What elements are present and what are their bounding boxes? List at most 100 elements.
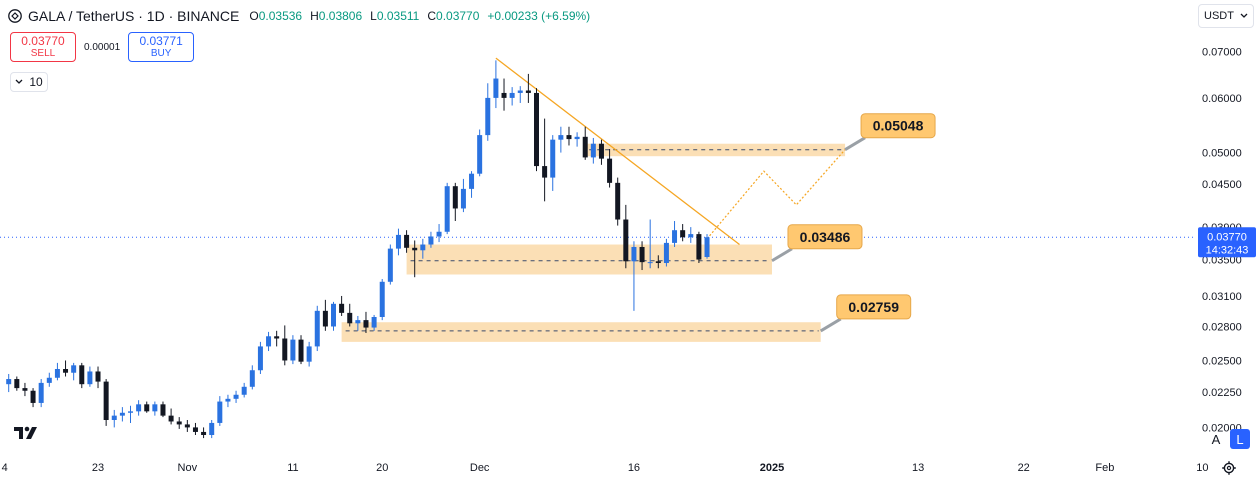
time-tick-label: 13 [912, 462, 924, 474]
candle-body [339, 303, 345, 313]
candle-body [404, 234, 410, 248]
candle-body [322, 310, 328, 327]
log-scale-button[interactable]: L [1230, 429, 1250, 449]
candle-body [428, 236, 434, 245]
low-key: L [370, 9, 377, 23]
buy-button[interactable]: 0.03771 BUY [128, 32, 195, 62]
candle-body [79, 365, 85, 385]
candle-body [509, 92, 515, 98]
zone-2 [341, 322, 821, 342]
candle-body [363, 320, 369, 328]
price-tick-label: 0.03100 [1202, 291, 1242, 303]
candle-body [95, 371, 101, 382]
candle-body [257, 346, 263, 371]
candle-body [379, 281, 385, 317]
candle-body [525, 90, 531, 93]
candle-body [574, 136, 580, 140]
candle-body [566, 135, 572, 140]
time-tick-label: 11 [287, 462, 298, 474]
zone-label-box [836, 294, 912, 320]
candle-body [119, 412, 125, 416]
zone-label-text: 0.05048 [873, 118, 924, 134]
price-tick-label: 0.05000 [1202, 148, 1242, 160]
candle-body [647, 262, 653, 264]
candle-body [469, 173, 475, 189]
candle-body [54, 368, 60, 378]
candle-body [38, 382, 44, 403]
candle-body [192, 427, 198, 432]
currency-select[interactable]: USDT [1198, 4, 1254, 28]
candle-body [347, 312, 353, 324]
candle-body [136, 404, 142, 412]
candle-body [144, 404, 150, 412]
candle-body [477, 135, 483, 174]
candle-body [355, 320, 361, 324]
candle-body [623, 219, 629, 262]
candle-body [290, 339, 296, 361]
candle-body [550, 139, 556, 178]
buy-price: 0.03771 [139, 34, 183, 48]
candle-body [249, 370, 255, 387]
projection-path [706, 149, 846, 240]
candle-body [274, 336, 280, 339]
candle-body [542, 166, 548, 178]
symbol-title[interactable]: GALA / TetherUS · 1D · BINANCE [28, 8, 240, 24]
candle-body [314, 310, 320, 347]
candle-body [501, 92, 507, 98]
candle-body [209, 422, 215, 435]
price-tick-label: 0.02250 [1202, 387, 1242, 399]
candle-body [598, 143, 604, 159]
candle-body [30, 390, 36, 403]
price-tick-label: 0.04500 [1202, 179, 1242, 191]
candle-body [87, 371, 93, 385]
candle-body [655, 261, 661, 264]
price-tick-label: 0.02800 [1202, 321, 1242, 333]
sell-button[interactable]: 0.03770 SELL [10, 32, 76, 62]
last-price-tag [1198, 227, 1256, 258]
candle-body [128, 411, 133, 413]
candle-body [241, 386, 247, 395]
candle-body [615, 182, 621, 220]
time-tick-label: 22 [1018, 462, 1030, 474]
sell-price: 0.03770 [21, 34, 65, 48]
zone-label-pointer [771, 247, 793, 263]
sell-label: SELL [30, 48, 56, 59]
candle-body [582, 136, 588, 158]
candle-body [534, 92, 539, 167]
time-tick-label: 23 [92, 462, 104, 474]
high-key: H [310, 9, 319, 23]
time-tick-label: Nov [178, 462, 198, 474]
candle-body [201, 431, 207, 435]
candle-body [22, 388, 28, 391]
tradingview-logo-icon [14, 426, 37, 439]
zone-label-pointer [819, 317, 842, 333]
price-tick-label: 0.02500 [1202, 355, 1242, 367]
open-value: 0.03536 [258, 9, 303, 23]
candle-body [485, 97, 491, 136]
candle-body [63, 368, 69, 373]
price-axis: 0.070000.060000.050000.045000.039000.035… [1198, 47, 1256, 434]
time-tick-label: 2025 [760, 462, 784, 474]
candle-body [176, 421, 182, 425]
close-value: 0.03770 [436, 9, 480, 23]
auto-scale-button[interactable]: A [1211, 431, 1221, 447]
volume-toggle[interactable]: 10 [10, 72, 48, 92]
candle-body [14, 379, 20, 389]
currency-label: USDT [1204, 10, 1234, 22]
zone-label-text: 0.02759 [848, 299, 899, 315]
candle-body [152, 404, 158, 412]
gear-icon[interactable] [1221, 460, 1237, 476]
candle-body [696, 234, 702, 260]
candle-body [184, 424, 190, 428]
candle-body [233, 394, 239, 399]
high-value: 0.03806 [318, 9, 363, 23]
candle-body [590, 143, 596, 158]
candle-body [266, 336, 272, 347]
chevron-down-icon [15, 79, 23, 84]
candle-body [517, 90, 523, 93]
close-key: C [427, 9, 437, 23]
candle-body [111, 415, 117, 421]
candle-body [217, 401, 223, 423]
price-tick-label: 0.03500 [1202, 255, 1242, 267]
